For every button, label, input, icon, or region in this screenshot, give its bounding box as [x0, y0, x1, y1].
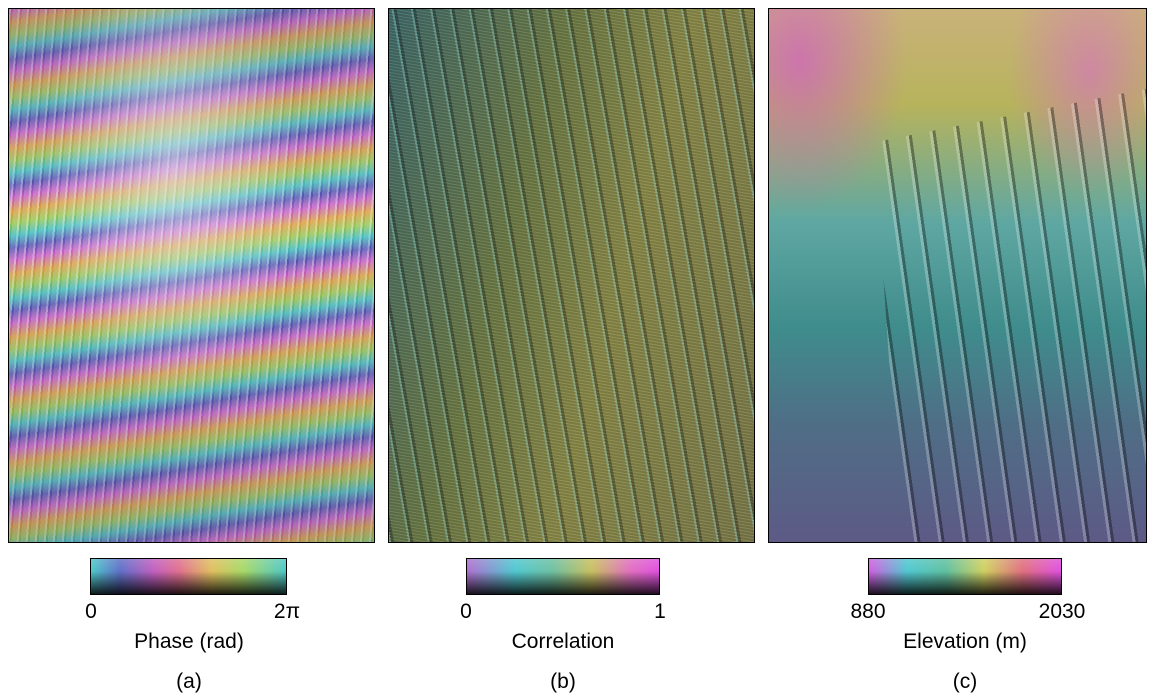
colorbar-min-label: 0: [85, 600, 97, 624]
phase-image: [8, 8, 375, 543]
panel-caption: (a): [176, 670, 202, 694]
colorbar-min-label: 880: [850, 600, 885, 624]
colorbar-max-label: 2π: [274, 600, 300, 624]
panel-caption: (b): [550, 670, 576, 694]
correlation-colorbar: [466, 558, 660, 595]
colorbar-title: Phase (rad): [134, 630, 244, 654]
elevation-colorbar: [868, 558, 1062, 595]
phase-colorbar: [90, 558, 287, 595]
colorbar-title: Elevation (m): [903, 630, 1027, 654]
correlation-image: [388, 8, 755, 543]
elevation-image: [768, 8, 1147, 543]
panel-caption: (c): [953, 670, 978, 694]
colorbar-max-label: 1: [654, 600, 666, 624]
colorbar-title: Correlation: [512, 630, 615, 654]
figure: 0 2π Phase (rad) (a) 0 1 Correlation (b)…: [0, 0, 1155, 698]
colorbar-min-label: 0: [460, 600, 472, 624]
colorbar-max-label: 2030: [1039, 600, 1086, 624]
